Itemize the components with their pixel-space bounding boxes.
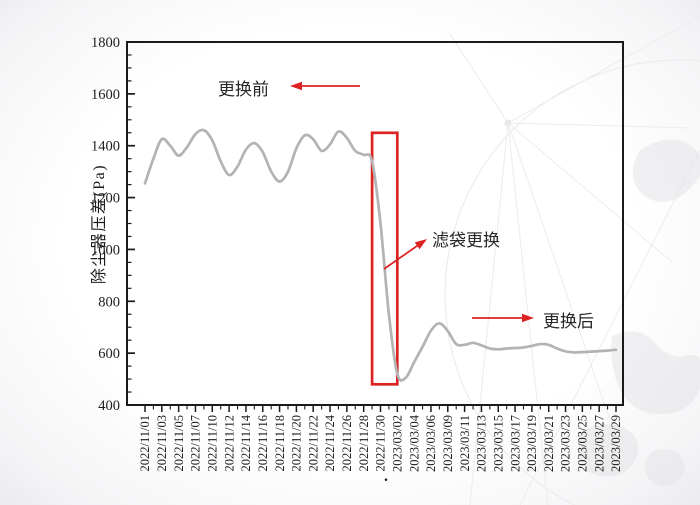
- svg-text:2022/11/22: 2022/11/22: [306, 415, 320, 471]
- y-axis-title: 除尘器压差(Pa): [91, 163, 108, 285]
- svg-text:2022/11/10: 2022/11/10: [206, 415, 220, 471]
- svg-text:2023/03/19: 2023/03/19: [525, 415, 539, 472]
- annotation-arrows: [290, 81, 534, 323]
- svg-text:2022/11/24: 2022/11/24: [323, 414, 337, 471]
- svg-text:2023/03/04: 2023/03/04: [407, 414, 421, 472]
- svg-text:2023/03/23: 2023/03/23: [559, 415, 573, 472]
- svg-text:2022/11/30: 2022/11/30: [374, 415, 388, 471]
- svg-text:800: 800: [98, 294, 120, 310]
- svg-text:2022/11/18: 2022/11/18: [273, 415, 287, 471]
- svg-text:2023/03/02: 2023/03/02: [391, 415, 405, 472]
- svg-text:1800: 1800: [91, 35, 120, 51]
- svg-text:2023/03/06: 2023/03/06: [424, 415, 438, 472]
- svg-text:2023/03/11: 2023/03/11: [458, 415, 472, 471]
- svg-text:2022/11/20: 2022/11/20: [290, 415, 304, 471]
- svg-text:2022/11/07: 2022/11/07: [189, 415, 203, 471]
- svg-text:2023/03/17: 2023/03/17: [508, 415, 522, 472]
- svg-text:2023/03/25: 2023/03/25: [576, 415, 590, 472]
- axis-ticks: [127, 41, 617, 412]
- svg-text:2022/11/26: 2022/11/26: [340, 415, 354, 471]
- svg-text:2022/11/14: 2022/11/14: [239, 414, 253, 471]
- svg-text:2022/11/03: 2022/11/03: [155, 415, 169, 471]
- annotation-filter-bag-replacement: 滤袋更换: [432, 231, 500, 250]
- annotation-before-replacement: 更换前: [218, 80, 269, 99]
- svg-text:400: 400: [98, 398, 120, 414]
- svg-text:2023/03/27: 2023/03/27: [592, 415, 606, 472]
- svg-text:1200: 1200: [91, 191, 120, 207]
- svg-text:1400: 1400: [91, 139, 120, 155]
- replacement-highlight-layer: [370, 131, 399, 386]
- watermark-globe-network-graphic: [444, 15, 700, 505]
- svg-text:1000: 1000: [91, 242, 120, 258]
- svg-text:2023/03/09: 2023/03/09: [441, 415, 455, 472]
- svg-text:2022/11/28: 2022/11/28: [357, 415, 371, 471]
- svg-text:2022/11/05: 2022/11/05: [172, 415, 186, 471]
- svg-text:2022/11/16: 2022/11/16: [256, 415, 270, 471]
- svg-text:2022/11/01: 2022/11/01: [138, 415, 152, 471]
- annotation-after-replacement: 更换后: [543, 312, 594, 331]
- svg-text:2023/03/29: 2023/03/29: [609, 415, 623, 472]
- svg-text:2023/03/21: 2023/03/21: [542, 415, 556, 472]
- svg-text:2023/03/13: 2023/03/13: [475, 415, 489, 472]
- caption-dot: .: [384, 468, 388, 485]
- plot-frame: [126, 41, 624, 406]
- pressure-series-layer: [143, 128, 618, 382]
- svg-text:1600: 1600: [91, 87, 120, 103]
- svg-text:2022/11/12: 2022/11/12: [222, 415, 236, 471]
- svg-text:2023/03/15: 2023/03/15: [491, 415, 505, 472]
- svg-text:600: 600: [98, 346, 120, 362]
